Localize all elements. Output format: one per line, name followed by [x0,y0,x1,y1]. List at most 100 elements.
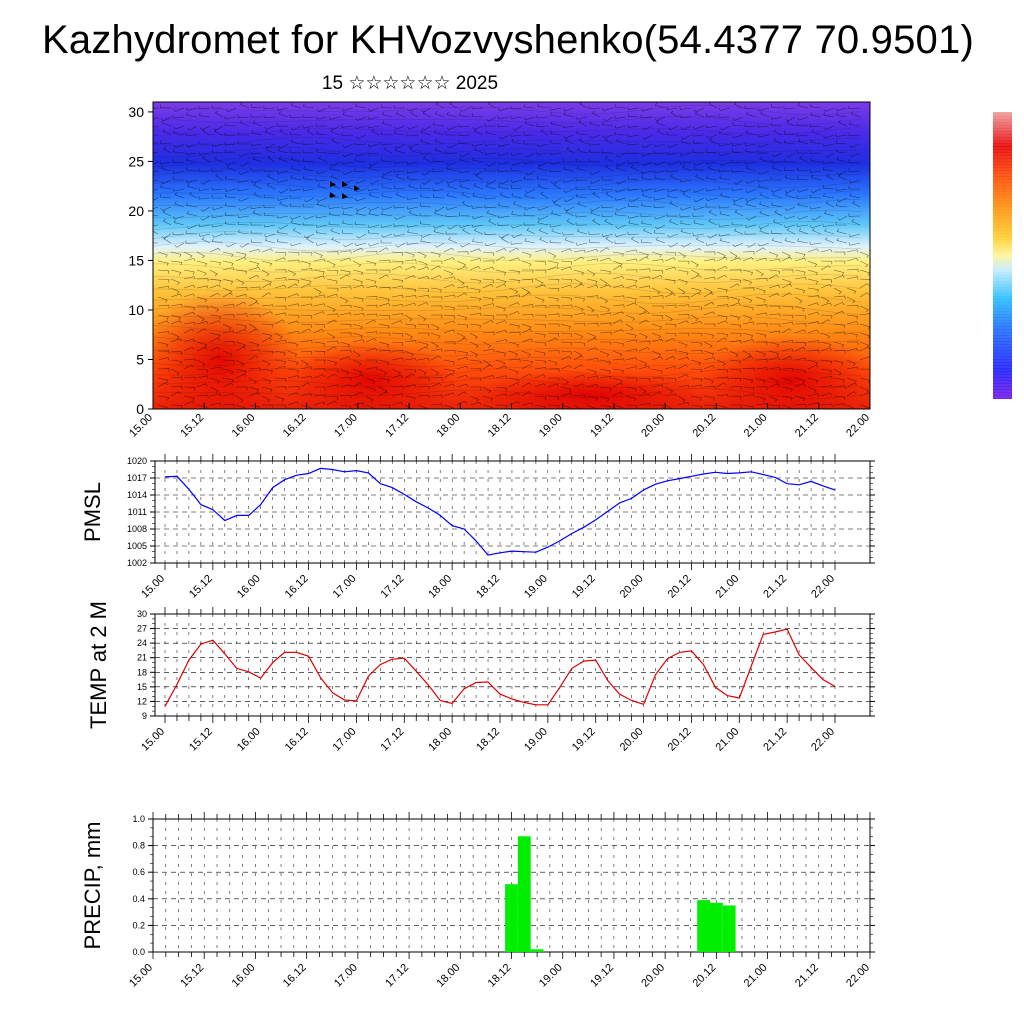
wind-barb [252,210,263,217]
wind-barb [222,368,234,375]
wind-barb [768,395,778,403]
wind-barb [153,170,159,173]
wind-barb [508,368,519,375]
wind-barb [456,323,469,329]
wind-barb [251,130,263,136]
wind-barb [404,323,417,329]
wind-barb [599,368,611,374]
section-x-tick-label: 22.00 [844,412,872,440]
wind-barb [729,302,741,307]
wind-barb [471,113,484,118]
wind-barb [742,269,754,276]
wind-barb [153,116,159,120]
wind-barb [835,202,848,208]
wind-barb [703,292,714,298]
wind-barb [586,269,596,277]
wind-barb [745,197,757,202]
wind-barb [287,320,299,325]
wind-barb [833,395,846,400]
wind-barb [589,134,601,139]
wind-barb [224,132,237,137]
wind-barb [456,374,469,379]
wind-barb [497,107,510,112]
wind-barb [586,347,598,352]
wind-barb [521,304,534,308]
wind-barb [794,276,807,281]
wind-barb [287,278,300,284]
wind-barb [521,314,534,318]
wind-barb [170,269,182,276]
wind-barb [170,404,183,409]
wind-barb [833,359,844,366]
wind-barb [328,193,341,199]
wind-barb [153,125,159,128]
wind-barb [378,391,389,397]
wind-barb [759,156,770,163]
wind-barb [742,394,755,398]
wind-barb [591,110,601,118]
wind-barb [365,367,378,371]
wind-barb [161,120,172,127]
wind-barb [653,229,666,235]
wind-barb [654,161,666,166]
wind-barb [170,320,182,325]
wind-barb [692,213,705,217]
wind-barb [302,114,315,118]
wind-barb [456,337,468,343]
wind-barb [729,386,742,390]
wind-barb [430,355,442,361]
wind-barb [768,341,780,348]
wind-barb [511,211,523,217]
wind-barb [627,160,640,164]
wind-barb [430,251,441,258]
wind-barb [822,143,835,147]
wind-barb [404,295,417,299]
wind-barb [716,394,729,398]
wind-barb [677,320,689,325]
wind-barb [625,278,637,284]
chart-subtitle: 15 ☆☆☆☆☆☆ 2025 [321,73,499,94]
wind-barb [549,139,562,145]
wind-barb [846,377,857,384]
wind-barb [755,312,768,316]
wind-barb [263,168,276,173]
wind-barb [291,125,302,131]
wind-barb [316,197,328,202]
wind-barb [394,147,406,154]
wind-barb [641,175,653,181]
wind-barb [222,267,235,271]
precip-x-tick-label: 17.12 [383,962,411,990]
wind-barb [744,142,757,147]
wind-barb [745,129,757,136]
wind-barb [679,213,692,218]
wind-barb [393,223,406,227]
wind-barb [443,373,454,379]
wind-barb [292,227,302,235]
wind-barb [261,377,272,384]
wind-barb [612,391,623,397]
wind-barb [391,393,404,397]
wind-barb [677,374,689,379]
wind-barb [835,107,848,111]
wind-barb [209,346,221,352]
wind-barb [417,323,430,329]
wind-barb [484,123,497,127]
wind-barb [326,359,338,366]
wind-barb [547,350,560,354]
wind-barb [313,251,323,258]
wind-barb [690,260,699,268]
wind-barb [235,359,245,367]
wind-barb [499,134,510,140]
section-x-tick-label: 21.00 [742,412,770,440]
wind-barb [807,287,819,293]
wind-barb [248,328,260,334]
wind-barb [315,148,328,154]
wind-barb [850,111,861,118]
wind-barb [174,201,185,208]
warm-core [153,290,300,409]
wind-barb [313,294,326,298]
wind-barb [433,228,445,235]
wind-barb [784,206,796,211]
wind-barb [781,283,793,289]
wind-barb [394,215,406,220]
